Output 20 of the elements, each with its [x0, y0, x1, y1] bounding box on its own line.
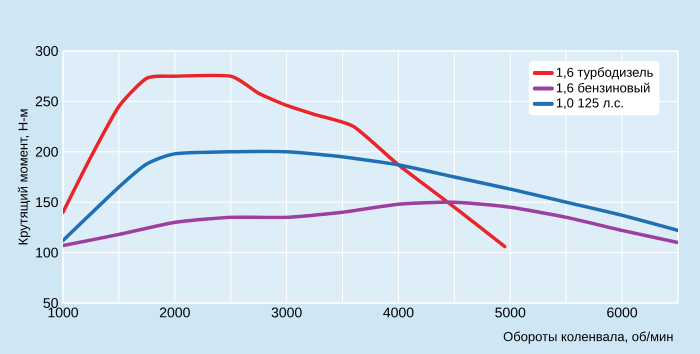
y-tick-label: 200 — [36, 146, 58, 157]
line-series — [63, 150, 678, 242]
x-tick-label: 4000 — [383, 308, 414, 318]
x-tick-label: 3000 — [272, 308, 302, 318]
y-tick-label: 250 — [36, 96, 58, 106]
x-tick-label: 2000 — [160, 308, 190, 318]
legend-label: 1,6 турбодизель — [556, 67, 653, 80]
legend-label: 1,6 бензиновый — [556, 82, 650, 94]
y-axis-title: Крутящий момент, Н-м — [18, 109, 30, 244]
y-tick-label: 50 — [43, 298, 58, 308]
x-tick-label: 5000 — [495, 308, 526, 318]
line-series — [63, 200, 678, 248]
y-tick-label: 100 — [36, 248, 58, 258]
x-tick-label: 1000 — [48, 308, 78, 318]
x-tick-label: 6000 — [607, 308, 638, 318]
y-tick-label: 150 — [36, 197, 58, 208]
legend-label: 1,0 125 л.с. — [556, 98, 623, 110]
y-tick-label: 300 — [36, 46, 58, 56]
line-series — [63, 74, 506, 248]
x-axis-title: Обороты коленвала, об/мин — [504, 332, 673, 344]
